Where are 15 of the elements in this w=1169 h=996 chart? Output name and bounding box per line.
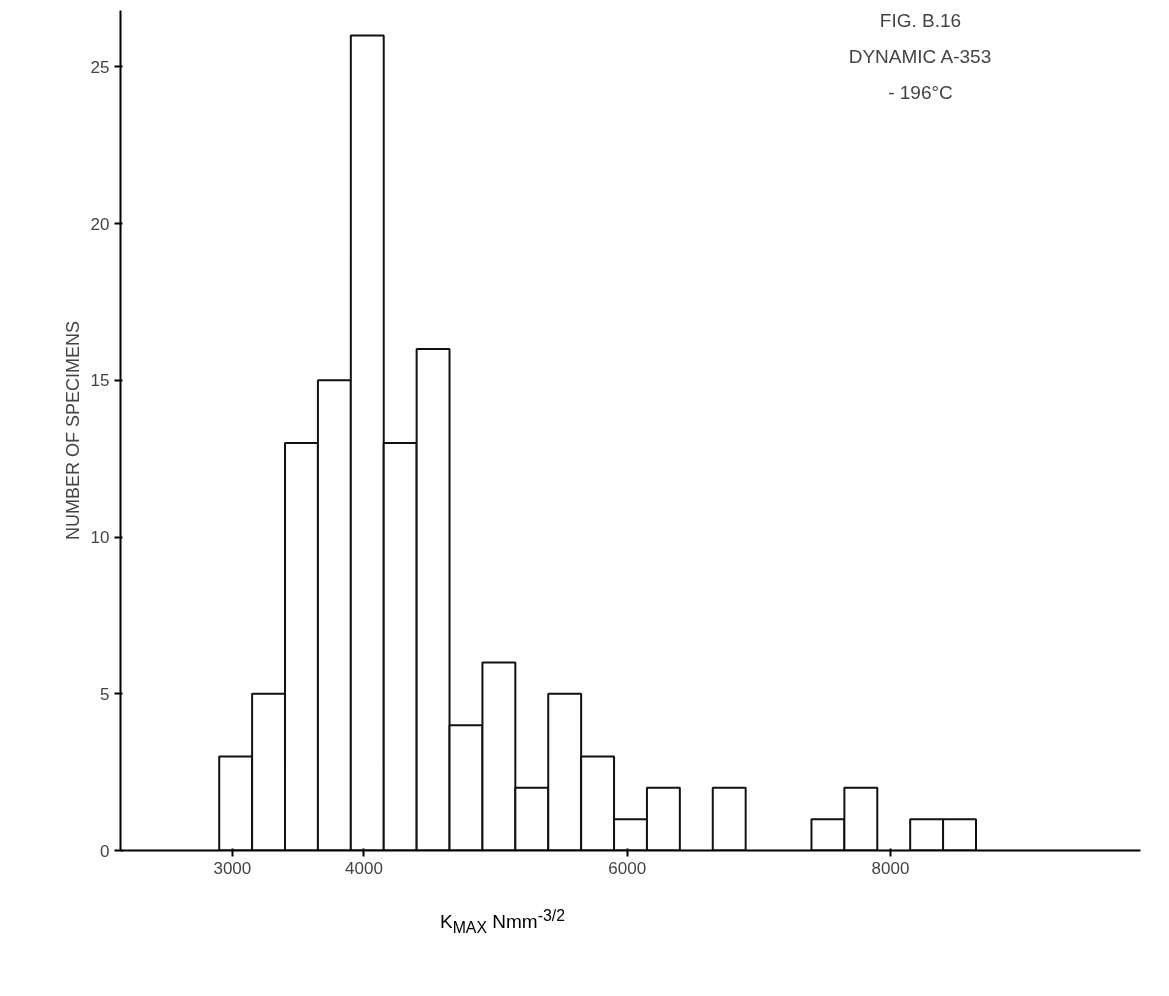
annotation: DYNAMIC A-353 (848, 45, 992, 67)
annotation: - 196°C (888, 81, 953, 103)
y-tick-label: 25 (90, 57, 110, 77)
x-tick-label: 6000 (608, 858, 647, 878)
x-tick-label: 3000 (213, 858, 252, 878)
annotation: FIG. B.16 (879, 9, 962, 31)
y-tick-label: 0 (100, 841, 110, 861)
y-tick-label: 10 (90, 528, 110, 548)
x-tick-label: 8000 (871, 858, 910, 878)
y-tick-label: 5 (100, 684, 110, 704)
y-tick-label: 15 (90, 371, 110, 391)
y-tick-label: 20 (90, 214, 110, 234)
x-tick-label: 4000 (345, 858, 383, 878)
x-axis-title: K$_{MAX}$ Nmm$^{-3/2}$ (440, 906, 565, 939)
y-axis-title: NUMBER OF SPECIMENS (62, 320, 83, 541)
